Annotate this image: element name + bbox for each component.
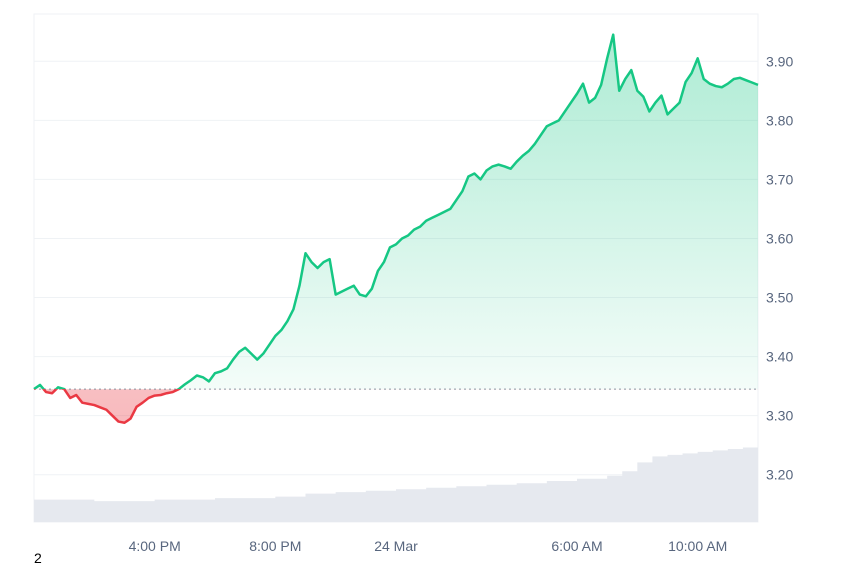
- y-tick-label: 3.60: [766, 230, 793, 246]
- x-tick-label: 8:00 PM: [249, 538, 301, 554]
- x-axis-ticks: 4:00 PM 8:00 PM 24 Mar 6:00 AM 10:00 AM: [129, 538, 728, 554]
- y-axis-ticks: 3.20 3.30 3.40 3.50 3.60 3.70 3.80 3.90: [766, 53, 793, 482]
- y-tick-label: 3.50: [766, 290, 793, 306]
- price-line-down: [34, 389, 181, 425]
- volume-area: [34, 445, 758, 522]
- y-tick-label: 3.70: [766, 171, 793, 187]
- y-tick-label: 3.90: [766, 53, 793, 69]
- price-line-up: [33, 33, 759, 390]
- area-fill: [34, 34, 758, 423]
- y-tick-label: 3.20: [766, 467, 793, 483]
- volume-bars: [34, 445, 758, 522]
- x-tick-label: 24 Mar: [374, 538, 418, 554]
- footnote: 2: [34, 550, 42, 566]
- x-tick-label: 10:00 AM: [668, 538, 727, 554]
- y-tick-label: 3.80: [766, 112, 793, 128]
- price-line: [33, 33, 759, 425]
- area-fill-down: [43, 389, 179, 423]
- y-tick-label: 3.30: [766, 408, 793, 424]
- x-tick-label: 6:00 AM: [551, 538, 602, 554]
- area-fill-up: [34, 34, 758, 390]
- y-tick-label: 3.40: [766, 349, 793, 365]
- x-tick-label: 4:00 PM: [129, 538, 181, 554]
